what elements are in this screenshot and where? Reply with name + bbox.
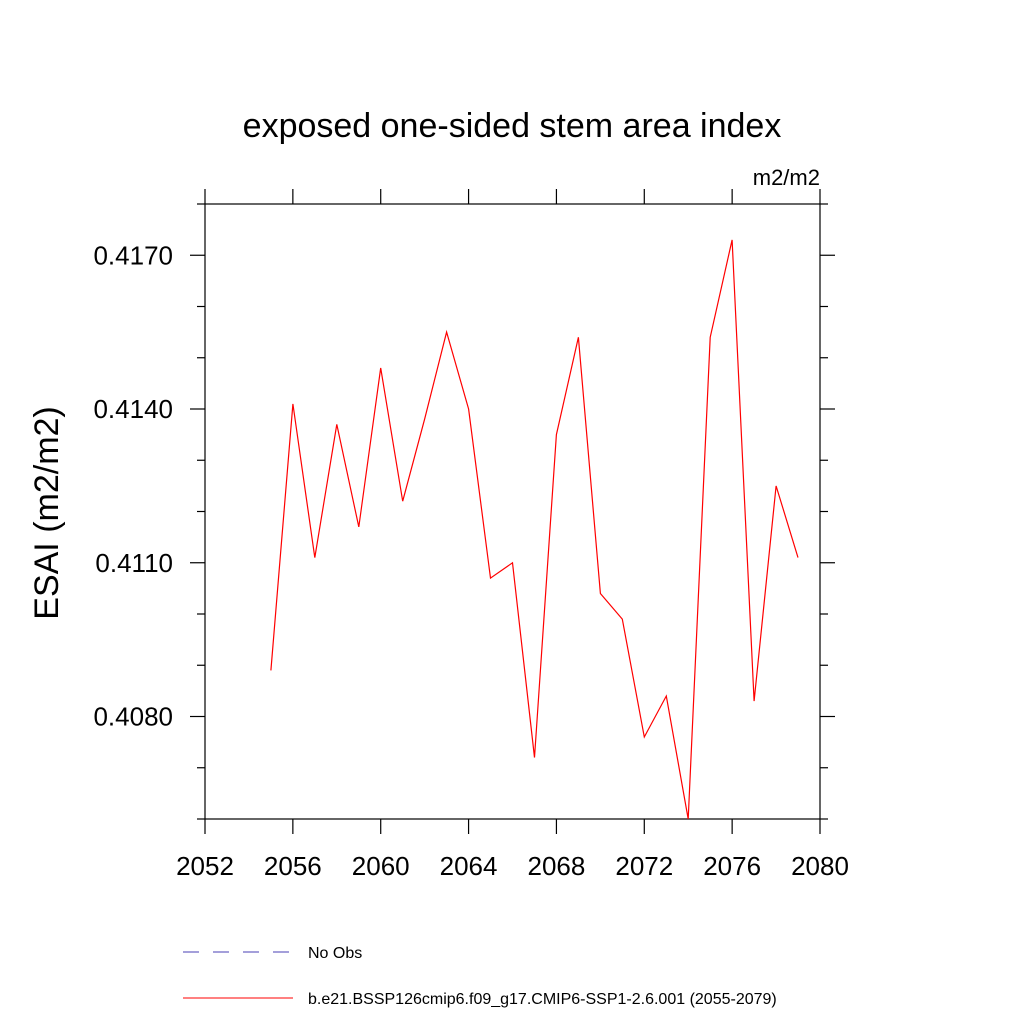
x-tick-label: 2056 — [264, 851, 322, 881]
x-tick-label: 2080 — [791, 851, 849, 881]
x-tick-label: 2076 — [703, 851, 761, 881]
y-axis-label: ESAI (m2/m2) — [28, 406, 66, 619]
series-line — [270, 239, 799, 820]
axis-tick-labels: 2052 2056 2060 2064 2068 2072 2076 2080 0.4080 0.… — [93, 240, 848, 881]
legend-label: b.e21.BSSP126cmip6.f09_g17.CMIP6-SSP1-2.… — [308, 991, 777, 1008]
plot-frame — [204, 203, 821, 820]
x-tick-label: 2068 — [528, 851, 586, 881]
chart-title: exposed one-sided stem area index — [243, 107, 782, 145]
axis-ticks — [190, 189, 835, 834]
x-tick-label: 2052 — [176, 851, 234, 881]
x-tick-label: 2064 — [440, 851, 498, 881]
legend: No Obs b.e21.BSSP126cmip6.f09_g17.CMIP6-S… — [183, 945, 777, 1008]
y-tick-label: 0.4170 — [93, 240, 173, 270]
x-tick-label: 2060 — [352, 851, 410, 881]
y-tick-label: 0.4140 — [93, 394, 173, 424]
legend-label: No Obs — [308, 945, 362, 962]
x-tick-label: 2072 — [615, 851, 673, 881]
units-label: m2/m2 — [753, 165, 820, 190]
y-tick-label: 0.4080 — [93, 702, 173, 732]
data-series — [270, 239, 799, 820]
y-tick-label: 0.4110 — [95, 548, 173, 578]
